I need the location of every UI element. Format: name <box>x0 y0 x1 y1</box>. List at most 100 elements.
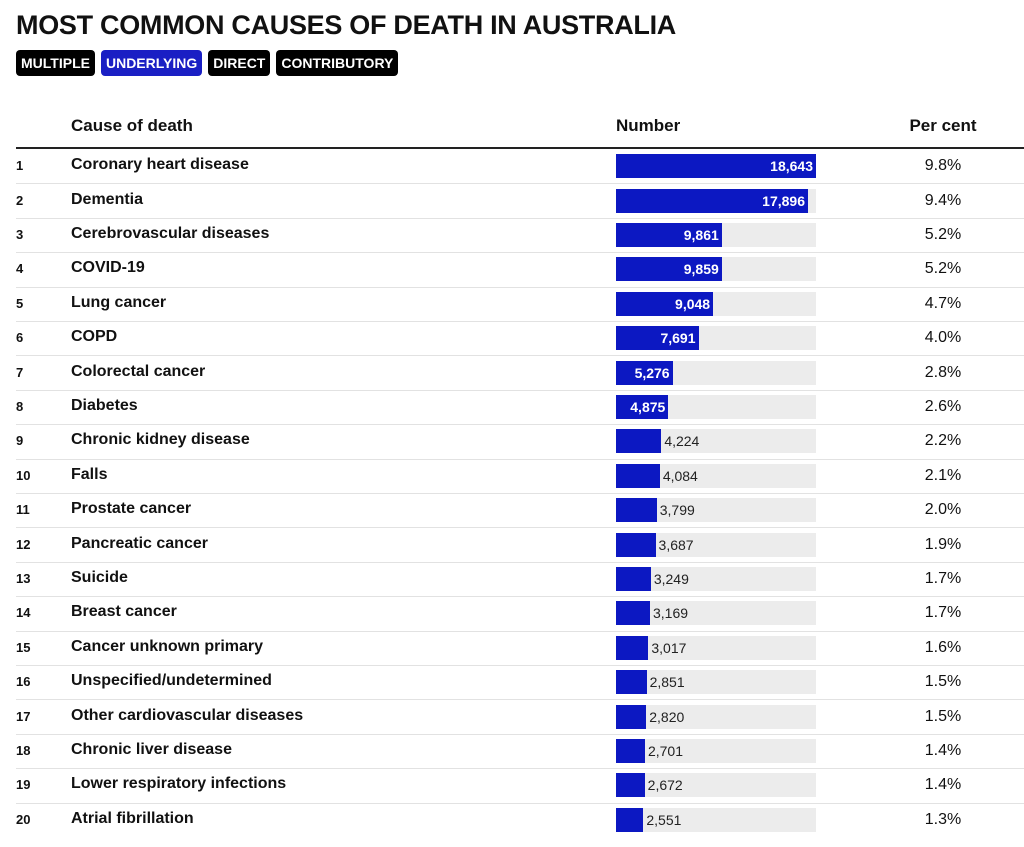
cause: Cancer unknown primary <box>71 637 264 655</box>
bar <box>616 739 645 763</box>
number-label: 18,643 <box>770 158 813 175</box>
cause: Suicide <box>71 569 128 586</box>
bar-track <box>616 704 816 729</box>
cause: Dementia <box>71 190 144 208</box>
rank: 7 <box>16 364 24 380</box>
bar <box>616 360 673 385</box>
rank: 19 <box>16 777 31 793</box>
percent: 2.0% <box>924 501 962 519</box>
number-label: 3,687 <box>658 536 694 553</box>
cause: Chronic liver disease <box>71 741 232 758</box>
row-divider <box>16 733 1024 735</box>
number-label: 5,276 <box>634 364 670 381</box>
percent: 1.5% <box>924 673 962 691</box>
rank: 10 <box>16 467 31 483</box>
cause: Pancreatic cancer <box>71 534 208 552</box>
bar <box>616 463 660 488</box>
header-rule <box>16 147 1024 149</box>
row-divider <box>16 802 1024 804</box>
number-label: 2,551 <box>646 811 682 828</box>
rank: 16 <box>16 674 31 690</box>
bar <box>616 670 647 695</box>
bar-track <box>616 670 816 695</box>
percent: 2.2% <box>924 432 962 450</box>
tab[interactable]: MULTIPLE <box>16 50 95 76</box>
rank: 1 <box>16 158 24 174</box>
cause: COPD <box>71 328 118 346</box>
bar-track <box>616 773 816 798</box>
row-divider <box>16 768 1024 770</box>
row-divider <box>16 424 1024 426</box>
tab[interactable]: UNDERLYING <box>100 50 203 76</box>
bar <box>616 532 656 557</box>
number-label: 9,048 <box>675 295 711 312</box>
bar <box>616 773 645 798</box>
row-divider <box>16 458 1024 460</box>
percent: 9.8% <box>924 157 962 175</box>
number-label: 4,224 <box>664 433 700 450</box>
row-divider <box>16 596 1024 598</box>
number-label: 2,820 <box>649 708 685 725</box>
rank: 12 <box>16 536 31 552</box>
percent: 5.2% <box>924 226 962 243</box>
percent: 1.3% <box>924 810 962 828</box>
rank: 8 <box>16 399 24 414</box>
cause: Prostate cancer <box>71 500 192 518</box>
bar <box>616 257 722 282</box>
row-divider <box>16 355 1024 357</box>
bar <box>616 635 649 660</box>
row-divider <box>16 493 1024 494</box>
number-label: 3,017 <box>651 639 687 656</box>
tabs: MULTIPLE UNDERLYING DIRECT CONTRIBUTORY <box>16 50 399 76</box>
bar-track <box>616 807 816 832</box>
percent: 2.6% <box>924 398 962 415</box>
number-label: 4,875 <box>630 399 666 415</box>
cause: Unspecified/undetermined <box>71 672 272 690</box>
percent: 1.4% <box>924 776 962 794</box>
rank: 2 <box>16 192 24 208</box>
bar <box>616 223 722 247</box>
percent: 1.4% <box>924 742 962 759</box>
percent: 4.0% <box>924 329 962 347</box>
bar <box>616 395 669 419</box>
rank: 13 <box>16 571 31 586</box>
bar <box>616 567 651 591</box>
percent: 9.4% <box>924 191 962 209</box>
bar <box>616 704 647 729</box>
row-divider <box>16 665 1024 666</box>
row-divider <box>16 527 1024 529</box>
column-header: Cause of death <box>71 116 193 135</box>
row-divider <box>16 630 1024 632</box>
cause: Atrial fibrillation <box>71 809 194 827</box>
percent: 1.5% <box>924 707 962 725</box>
rank: 20 <box>16 811 31 827</box>
tab[interactable]: CONTRIBUTORY <box>276 50 399 76</box>
cause: Other cardiovascular diseases <box>71 706 304 724</box>
rank: 18 <box>16 743 31 758</box>
percent: 1.9% <box>924 535 962 553</box>
tab[interactable]: DIRECT <box>208 50 271 76</box>
number-label: 3,799 <box>659 502 695 519</box>
rank: 9 <box>16 433 24 449</box>
cause: COVID-19 <box>71 259 145 277</box>
cause: Lower respiratory infections <box>71 775 287 793</box>
number-label: 2,672 <box>647 777 683 794</box>
number-label: 3,249 <box>653 571 689 587</box>
rank: 3 <box>16 227 24 242</box>
row-divider <box>16 286 1024 288</box>
rank: 17 <box>16 708 31 724</box>
row-divider <box>16 321 1024 322</box>
row-divider <box>16 389 1024 391</box>
number-label: 9,861 <box>683 227 719 243</box>
title: MOST COMMON CAUSES OF DEATH IN AUSTRALIA <box>16 10 676 40</box>
bar <box>616 291 714 316</box>
cause: Chronic kidney disease <box>71 431 250 449</box>
number-label: 2,851 <box>649 674 685 691</box>
cause: Cerebrovascular diseases <box>71 225 270 242</box>
number-label: 9,859 <box>683 261 719 278</box>
number-label: 17,896 <box>762 192 805 209</box>
column-header: Number <box>616 116 681 135</box>
number-label: 2,701 <box>647 743 684 759</box>
bar <box>616 807 644 832</box>
